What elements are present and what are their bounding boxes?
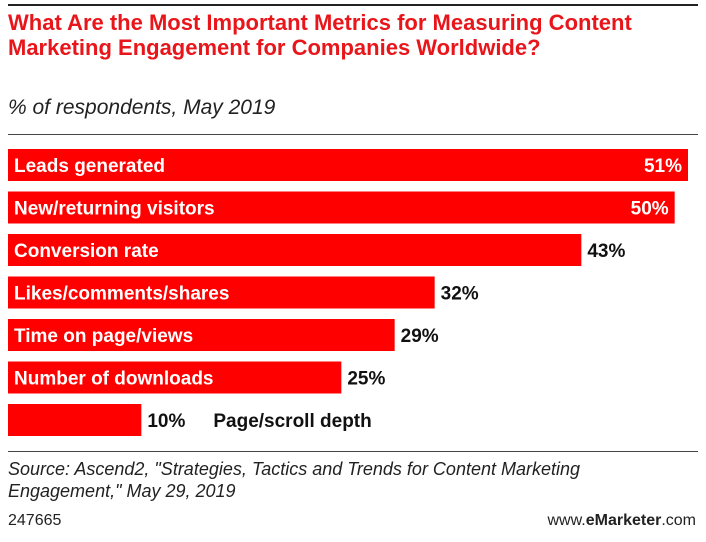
source-note: Source: Ascend2, "Strategies, Tactics an… bbox=[8, 459, 581, 501]
category-label: Conversion rate bbox=[14, 241, 159, 262]
brand-credit: www.eMarketer.com bbox=[547, 512, 696, 530]
bar-page-scroll-depth bbox=[8, 404, 142, 436]
value-label: 50% bbox=[631, 199, 669, 220]
bar-likes-comments-shares bbox=[8, 276, 435, 309]
value-label: 51% bbox=[644, 156, 682, 177]
chart-subtitle: % of respondents, May 2019 bbox=[8, 96, 276, 119]
category-label: Likes/comments/shares bbox=[14, 284, 229, 305]
value-label: 43% bbox=[587, 241, 625, 262]
bar-time-on-page-views bbox=[8, 319, 395, 351]
bar-new-returning-visitors bbox=[8, 191, 675, 224]
brand-name: eMarketer bbox=[585, 512, 662, 529]
value-label: 25% bbox=[347, 369, 385, 390]
chart-title: What Are the Most Important Metrics for … bbox=[8, 10, 632, 60]
bar-leads-generated bbox=[8, 149, 688, 181]
category-label: Page/scroll depth bbox=[213, 411, 371, 432]
brand-prefix: www. bbox=[547, 512, 586, 529]
bar-conversion-rate bbox=[8, 234, 582, 266]
category-label: New/returning visitors bbox=[14, 199, 215, 220]
bar-chart: 51% Leads generated 50% New/returning visit… bbox=[8, 149, 688, 436]
top-rule bbox=[8, 4, 698, 6]
chart-id: 247665 bbox=[8, 512, 62, 529]
category-label: Time on page/views bbox=[14, 326, 193, 347]
category-label: Leads generated bbox=[14, 156, 165, 177]
header-rule bbox=[8, 134, 698, 135]
footer-rule bbox=[8, 451, 698, 452]
value-label: 29% bbox=[401, 326, 439, 347]
bar-number-of-downloads bbox=[8, 361, 342, 394]
value-label: 10% bbox=[147, 411, 185, 432]
brand-suffix: .com bbox=[661, 512, 696, 529]
value-label: 32% bbox=[441, 284, 479, 305]
category-label: Number of downloads bbox=[14, 369, 214, 390]
